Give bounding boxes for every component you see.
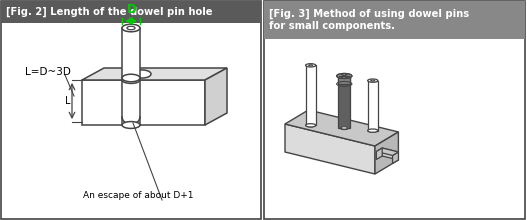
- Text: L=D~3D: L=D~3D: [25, 67, 71, 77]
- Polygon shape: [376, 148, 398, 156]
- Ellipse shape: [122, 122, 140, 128]
- Ellipse shape: [306, 64, 316, 67]
- Polygon shape: [338, 76, 350, 84]
- Ellipse shape: [340, 126, 349, 130]
- Text: D: D: [127, 3, 137, 16]
- Bar: [264, 1, 525, 39]
- Polygon shape: [306, 65, 316, 125]
- Polygon shape: [393, 152, 398, 163]
- Ellipse shape: [337, 73, 352, 79]
- Ellipse shape: [122, 74, 140, 82]
- Ellipse shape: [368, 79, 378, 82]
- Bar: [122, 28, 140, 78]
- Ellipse shape: [122, 24, 140, 32]
- Ellipse shape: [133, 70, 151, 78]
- Ellipse shape: [368, 129, 378, 132]
- Polygon shape: [285, 124, 375, 174]
- Ellipse shape: [306, 124, 316, 127]
- Bar: [1, 1, 261, 23]
- Ellipse shape: [341, 127, 347, 129]
- Text: [Fig. 2] Length of the dowel pin hole: [Fig. 2] Length of the dowel pin hole: [6, 7, 212, 17]
- Ellipse shape: [306, 124, 315, 127]
- Polygon shape: [376, 148, 382, 160]
- Text: [Fig. 3] Method of using dowel pins
for small components.: [Fig. 3] Method of using dowel pins for …: [269, 9, 469, 31]
- Ellipse shape: [308, 65, 313, 66]
- Polygon shape: [82, 80, 205, 125]
- Polygon shape: [285, 110, 398, 146]
- Ellipse shape: [122, 77, 140, 83]
- Text: L: L: [64, 96, 70, 106]
- Polygon shape: [368, 81, 378, 131]
- Bar: [264, 1, 525, 219]
- Polygon shape: [205, 68, 227, 125]
- Polygon shape: [382, 148, 398, 160]
- Text: An escape of about D+1: An escape of about D+1: [83, 191, 193, 200]
- Polygon shape: [375, 132, 398, 174]
- Ellipse shape: [127, 26, 135, 30]
- Ellipse shape: [370, 80, 375, 81]
- Polygon shape: [82, 68, 227, 80]
- Bar: [1, 1, 261, 219]
- Ellipse shape: [368, 129, 377, 132]
- Polygon shape: [338, 76, 350, 128]
- Ellipse shape: [337, 73, 352, 79]
